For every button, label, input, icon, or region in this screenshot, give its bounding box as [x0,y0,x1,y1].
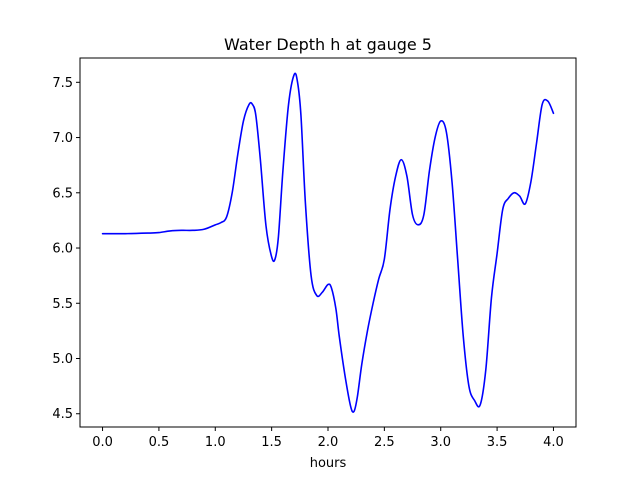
y-tick-label: 6.0 [52,242,73,257]
y-tick-label: 7.0 [52,131,73,146]
x-axis-ticks: 0.0 0.5 1.0 1.5 2.0 2.5 3.0 3.5 4.0 [92,427,564,450]
y-tick-label: 6.5 [52,186,73,201]
y-tick-label: 5.0 [52,352,73,367]
x-tick-label: 0.5 [149,435,170,450]
y-tick-label: 4.5 [52,407,73,422]
chart-title: Water Depth h at gauge 5 [224,35,432,54]
series-layer [101,72,555,413]
x-tick-label: 2.0 [318,435,339,450]
x-tick-label: 3.0 [430,435,451,450]
y-tick-label: 7.5 [52,76,73,91]
plot-frame [79,57,577,428]
y-axis-ticks: 4.5 5.0 5.5 6.0 6.5 7.0 7.5 [52,76,80,422]
x-tick-label: 1.5 [261,435,282,450]
x-tick-label: 3.5 [487,435,508,450]
x-tick-label: 1.0 [205,435,226,450]
y-tick-label: 5.5 [52,297,73,312]
x-tick-label: 4.0 [543,435,564,450]
x-axis-label: hours [310,456,347,471]
x-tick-label: 0.0 [92,435,113,450]
x-tick-label: 2.5 [374,435,395,450]
series-line [101,72,555,413]
